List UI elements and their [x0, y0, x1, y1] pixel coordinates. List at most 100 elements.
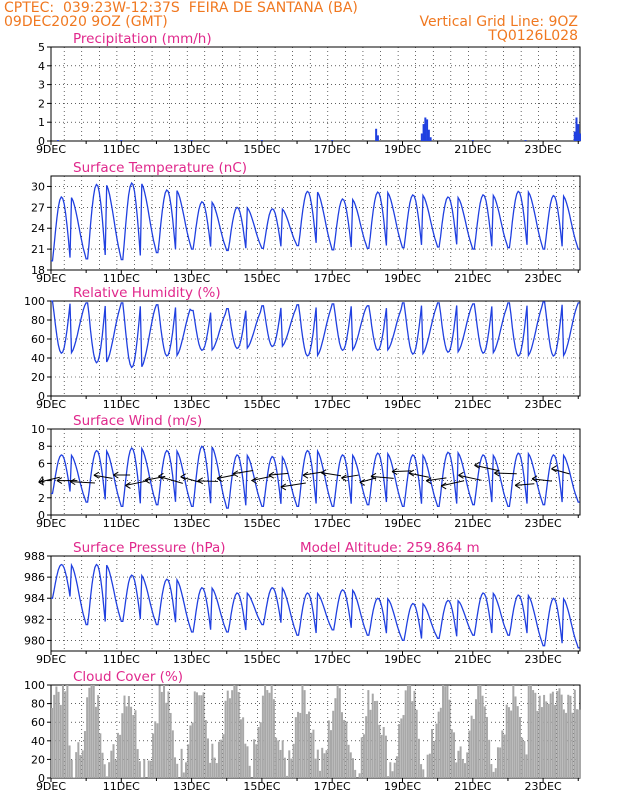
- wind-arrowhead: [251, 477, 258, 484]
- cloud-bar: [512, 685, 515, 778]
- cloud-bar: [246, 746, 249, 778]
- cloud-bar: [415, 709, 418, 778]
- cloud-bar: [453, 732, 456, 778]
- x-tick-label: 15DEC: [243, 272, 280, 285]
- cloud-bar: [79, 755, 82, 778]
- wind-arrowhead: [514, 481, 521, 489]
- panel-annotation: Model Altitude: 259.864 m: [300, 540, 480, 556]
- precip-bar: [429, 137, 432, 141]
- cloud-bar: [261, 695, 264, 778]
- y-tick-label: 988: [24, 550, 45, 563]
- cloud-bar: [499, 747, 502, 778]
- cloud-bar: [525, 754, 528, 778]
- cloud-bar: [297, 711, 300, 778]
- cloud-bar: [279, 749, 282, 778]
- cloud-bar: [576, 709, 579, 778]
- cloud-bar: [228, 698, 231, 778]
- x-tick-label: 19DEC: [384, 517, 421, 530]
- cloud-bar: [483, 706, 486, 778]
- panel-title: Relative Humidity (%): [73, 285, 221, 301]
- x-tick-label: 11DEC: [103, 143, 140, 156]
- cloud-bar: [411, 701, 414, 778]
- cloud-bar: [545, 701, 548, 778]
- precip-bar: [424, 117, 427, 141]
- cloud-bar: [466, 752, 469, 778]
- cloud-bar: [169, 712, 172, 778]
- wind-arrowhead: [216, 475, 223, 482]
- cloud-bar: [127, 696, 130, 778]
- wind-arrow: [341, 474, 359, 479]
- x-tick-label: 15DEC: [243, 653, 280, 666]
- y-tick-label: 21: [31, 243, 45, 256]
- cloud-bar: [369, 709, 372, 778]
- series-line: [51, 300, 580, 369]
- cloud-bar: [455, 762, 458, 778]
- cloud-bar: [92, 685, 95, 778]
- wind-arrow: [532, 478, 552, 482]
- cloud-bar: [147, 760, 150, 778]
- wind-arrow: [321, 472, 342, 477]
- precip-bar: [426, 119, 429, 141]
- y-tick-label: 5: [38, 41, 45, 54]
- wind-arrowhead: [268, 471, 275, 479]
- x-tick-label: 17DEC: [314, 143, 351, 156]
- cloud-bar: [490, 764, 493, 778]
- cloud-bar: [149, 760, 152, 778]
- cloud-bar: [303, 690, 306, 778]
- cloud-bar: [534, 692, 537, 778]
- cloud-bar: [220, 739, 223, 778]
- panel-3: 0 20 40 60 80 100 9DEC 11DEC 13DEC 15DEC 17DEC 19DE…: [24, 285, 581, 411]
- wind-arrow: [280, 482, 306, 488]
- cloud-bar: [349, 752, 352, 778]
- cloud-bar: [398, 724, 401, 778]
- cloud-bar: [152, 733, 155, 778]
- cloud-bar: [154, 721, 157, 778]
- cloud-bar: [424, 777, 427, 778]
- series-line: [51, 181, 580, 262]
- cloud-bar: [457, 750, 460, 778]
- y-tick-label: 0: [38, 772, 45, 785]
- x-tick-label: 19DEC: [384, 143, 421, 156]
- cloud-bar: [573, 689, 576, 778]
- cloud-bar: [123, 695, 126, 778]
- wind-arrow: [197, 480, 218, 482]
- cloud-bar: [362, 734, 365, 778]
- cloud-bar: [77, 742, 80, 778]
- cloud-bar: [413, 690, 416, 778]
- cloud-bar: [351, 758, 354, 778]
- cloud-bar: [444, 686, 447, 778]
- y-tick-label: 2: [38, 492, 45, 505]
- cloud-bar: [235, 686, 238, 778]
- cloud-bar: [275, 737, 278, 778]
- cloud-bar: [376, 700, 379, 778]
- x-tick-label: 21DEC: [454, 780, 491, 793]
- panel-6: 0 20 40 60 80 100 9DEC 11DEC 13DEC 15DEC 17DEC 19DE…: [24, 669, 581, 793]
- wind-arrowhead: [474, 461, 480, 469]
- cloud-bar: [503, 734, 506, 778]
- cloud-bar: [334, 698, 337, 778]
- wind-arrow: [93, 474, 113, 479]
- cloud-bar: [402, 715, 405, 778]
- cloud-bar: [426, 754, 429, 778]
- plot-frame: [50, 46, 581, 142]
- wind-arrowhead: [144, 476, 151, 484]
- cloud-bar: [481, 695, 484, 778]
- panel-title: Precipitation (mm/h): [73, 31, 212, 47]
- cloud-bar: [174, 757, 177, 778]
- cloud-bar: [417, 738, 420, 778]
- cloud-bar: [116, 732, 119, 778]
- cloud-bar: [202, 692, 205, 778]
- cloud-bar: [501, 730, 504, 778]
- cloud-bar: [549, 693, 552, 778]
- cloud-bar: [442, 685, 445, 778]
- y-tick-label: 60: [31, 333, 45, 346]
- cloud-bar: [373, 700, 376, 778]
- cloud-bar: [319, 770, 322, 778]
- cloud-bar: [189, 725, 192, 778]
- y-tick-label: 40: [31, 735, 45, 748]
- precip-bar: [375, 128, 378, 141]
- precip-bar: [575, 117, 578, 141]
- wind-arrowhead: [440, 482, 447, 490]
- plot-frame: [50, 175, 581, 271]
- cloud-bar: [213, 757, 216, 778]
